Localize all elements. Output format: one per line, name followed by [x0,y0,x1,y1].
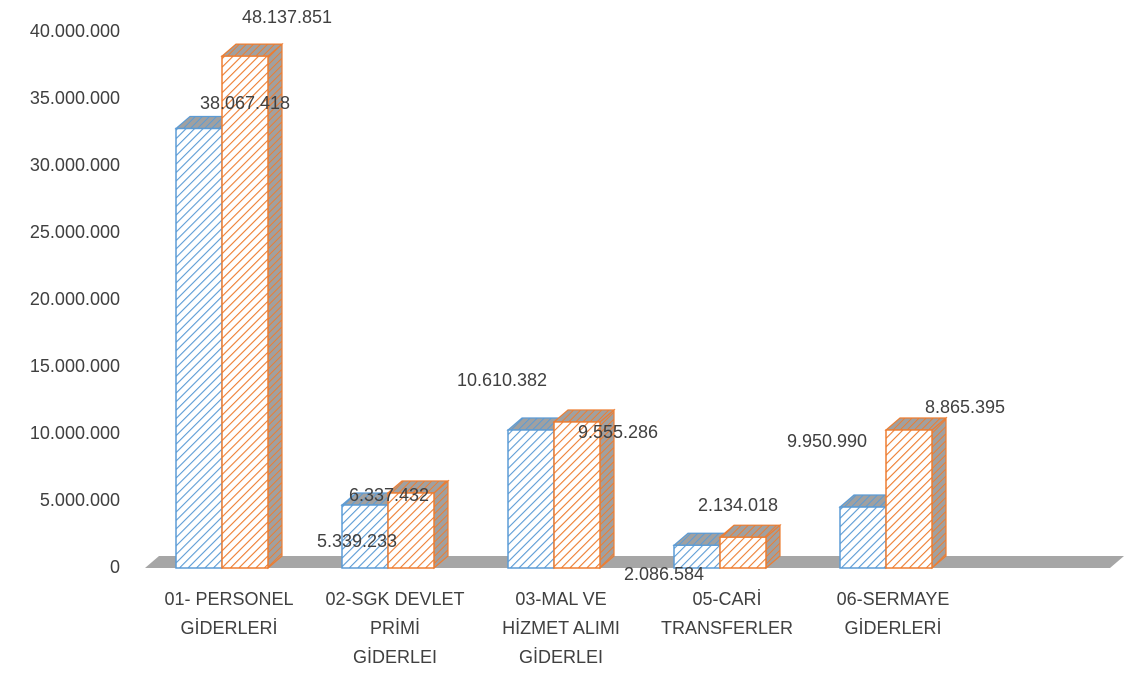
y-tick-label: 40.000.000 [30,21,120,41]
data-label: 9.950.990 [787,431,867,451]
bar [884,416,948,570]
bar [386,479,450,570]
data-label: 10.610.382 [457,370,547,390]
y-tick-label: 15.000.000 [30,356,120,376]
x-tick-label: 01- PERSONEL GİDERLERİ [164,589,293,638]
y-tick-label: 20.000.000 [30,289,120,309]
bar [718,523,782,570]
bar-front [221,55,269,569]
data-label: 6.337.432 [349,485,429,505]
data-label: 38.067.418 [200,93,290,113]
y-tick-label: 35.000.000 [30,88,120,108]
bar-side [931,416,947,570]
data-label: 2.086.584 [624,564,704,584]
bar-front [507,429,555,569]
y-tick-label: 10.000.000 [30,423,120,443]
bar-front [719,536,767,569]
data-label: 9.555.286 [578,422,658,442]
bar-side [433,479,449,570]
bar-front [839,506,887,569]
data-label: 8.865.395 [925,397,1005,417]
y-tick-label: 5.000.000 [40,490,120,510]
data-label: 48.137.851 [242,7,332,27]
bar-front [387,492,435,569]
bar-front [175,127,223,569]
y-tick-label: 30.000.000 [30,155,120,175]
x-tick-label: 03-MAL VE HİZMET ALIMI GİDERLEI [502,589,620,667]
bar-front [885,429,933,569]
bar-front [553,421,601,569]
data-label: 2.134.018 [698,495,778,515]
bar [220,42,284,570]
x-tick-label: 06-SERMAYE GİDERLERİ [837,589,950,638]
y-tick-label: 0 [110,557,120,577]
x-tick-label: 02-SGK DEVLET PRİMİ GİDERLEI [325,589,464,667]
data-label: 5.339.233 [317,531,397,551]
x-tick-label: 05-CARİ TRANSFERLER [661,589,793,638]
y-tick-label: 25.000.000 [30,222,120,242]
bar [552,408,616,570]
bar-side [267,42,283,570]
